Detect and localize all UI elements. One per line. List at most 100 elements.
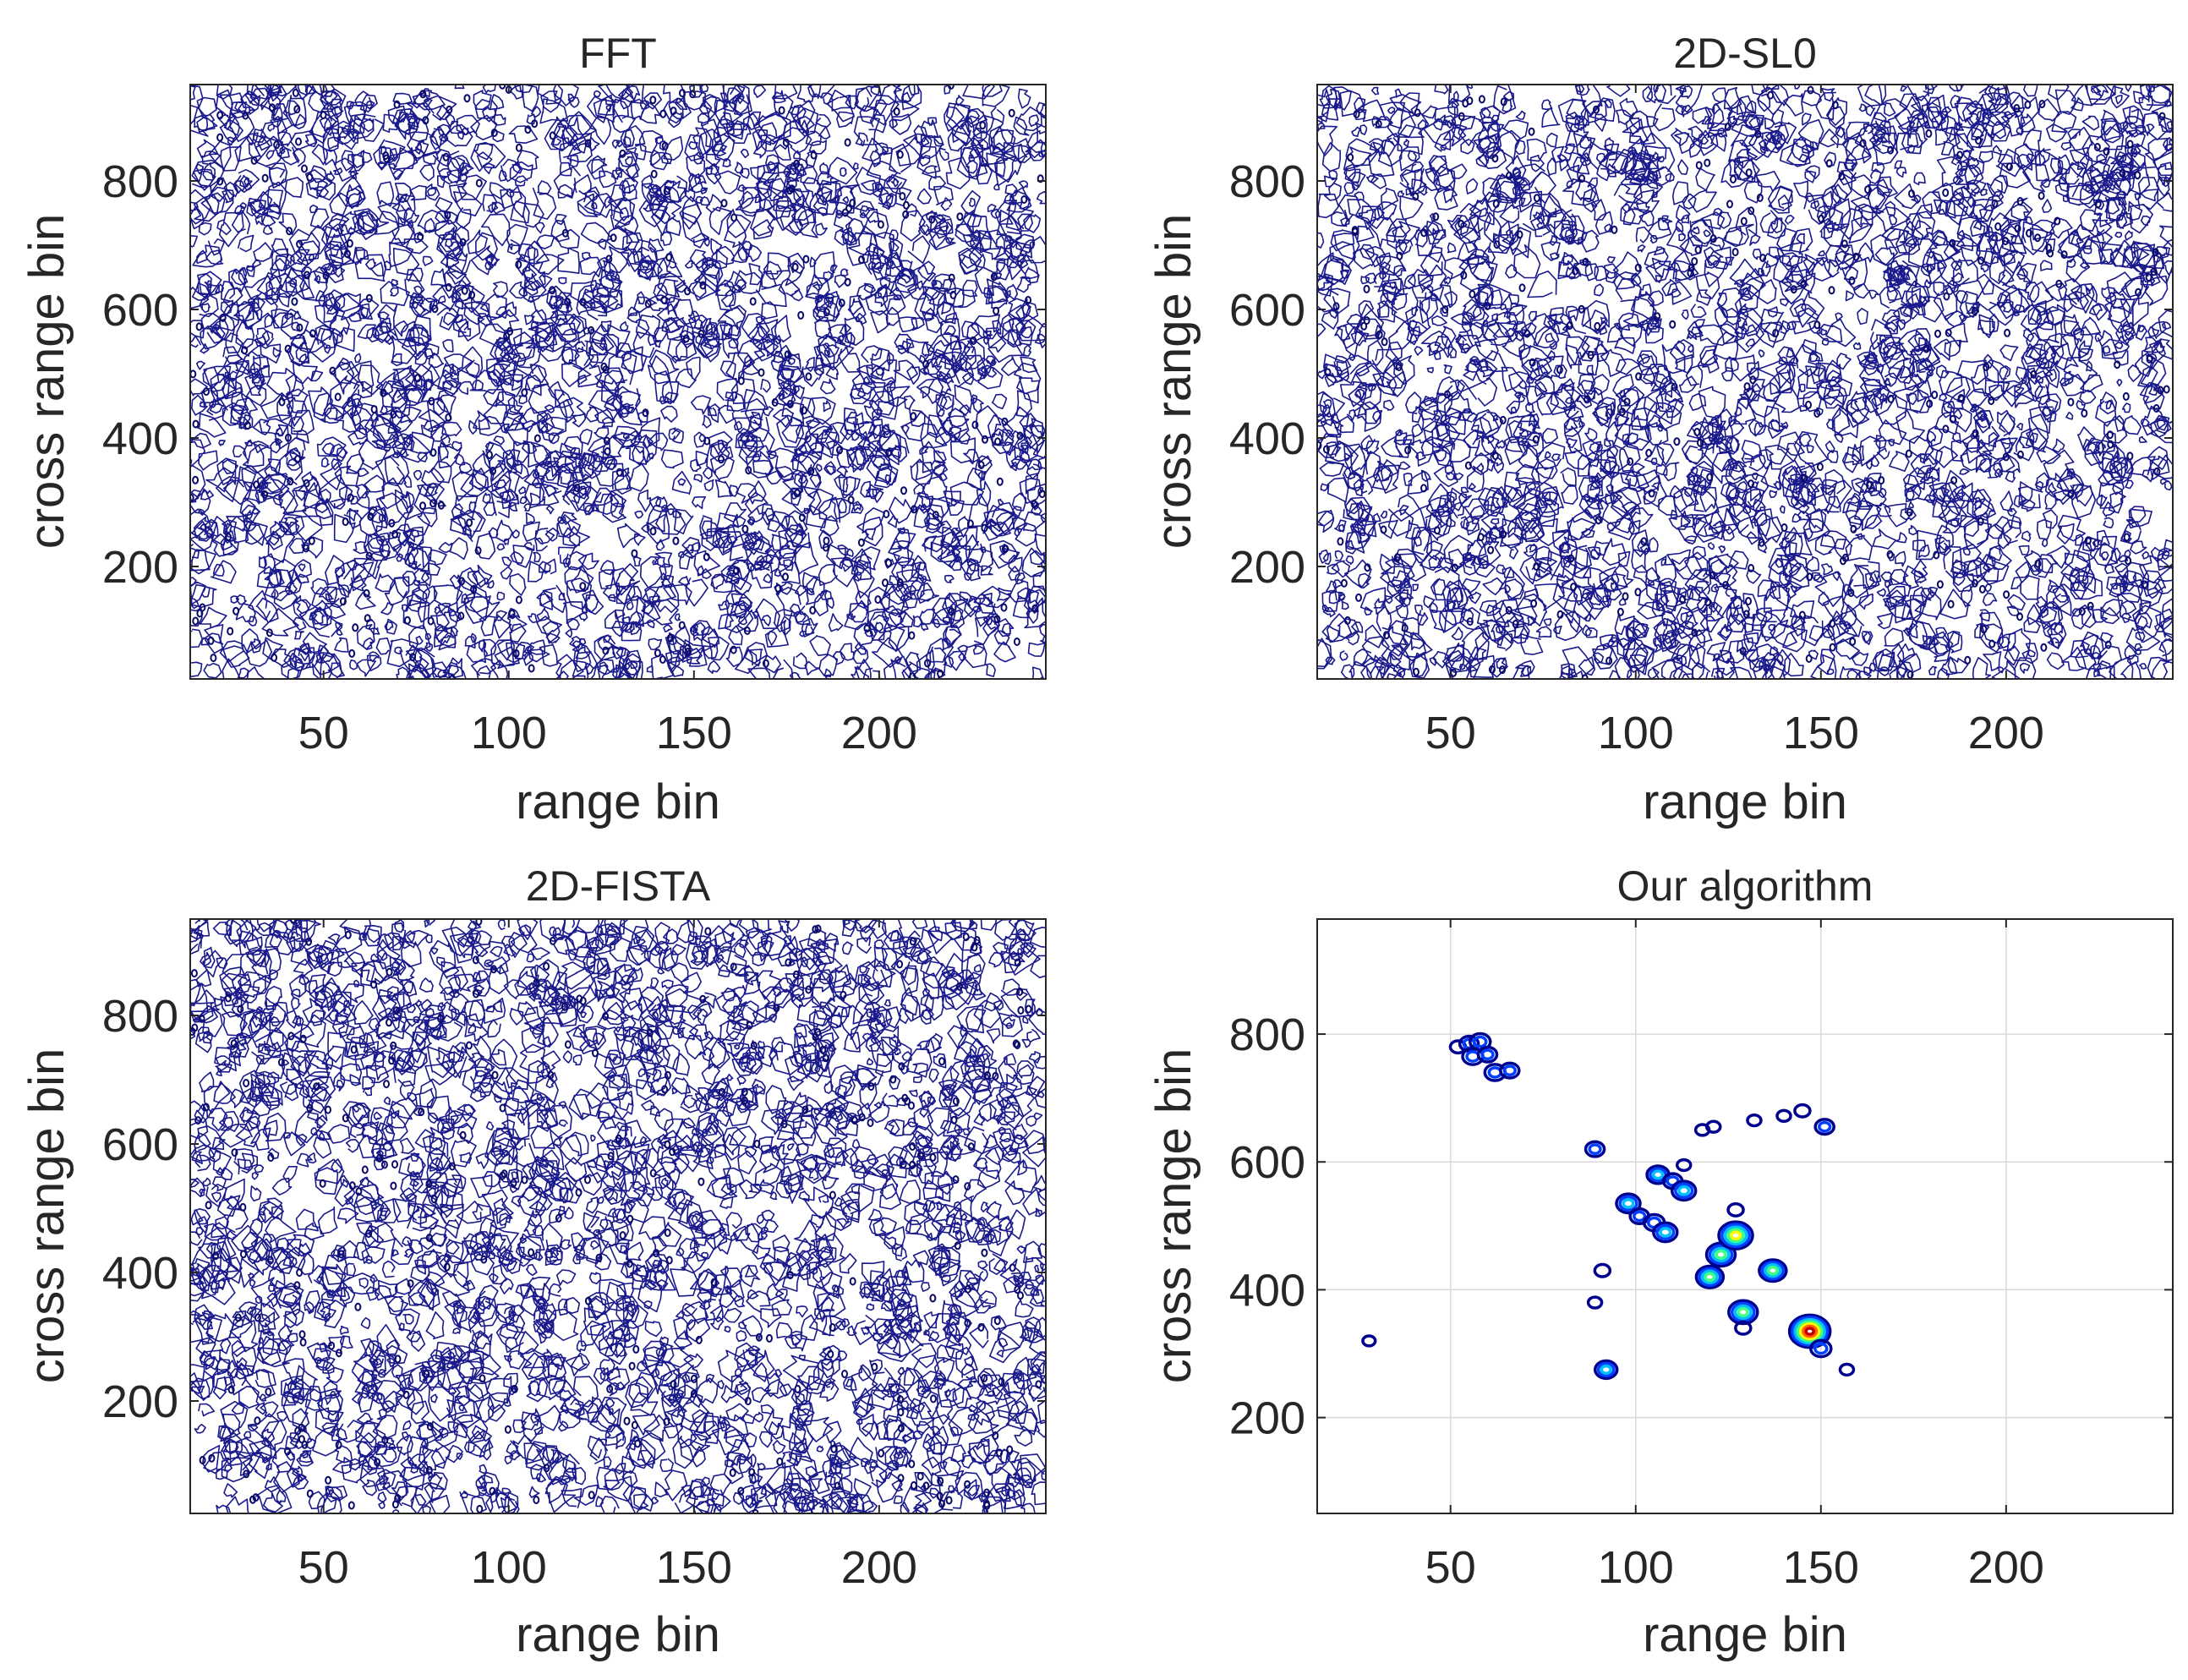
scatterer	[1734, 1320, 1753, 1336]
contour-level	[1480, 1048, 1495, 1061]
contour-level	[1622, 1198, 1635, 1209]
contour-level	[1711, 1246, 1731, 1263]
axes-box	[1316, 84, 2174, 680]
contour-level	[1708, 1244, 1734, 1266]
ticks: 50 100 150 200 200 400 600 800	[102, 919, 1046, 1593]
y-axis-label: cross range bin	[1146, 214, 1201, 550]
contour-level	[1615, 1192, 1642, 1215]
x-tick-label: 100	[1598, 708, 1674, 758]
y-tick-label: 200	[102, 542, 178, 593]
grid-lines	[1317, 919, 2173, 1513]
contour-lines	[190, 85, 1046, 679]
contour-level	[1793, 1103, 1812, 1119]
contour-level	[1737, 1306, 1749, 1317]
y-tick-label: 600	[1229, 1137, 1305, 1188]
noise-contour-path	[190, 919, 1046, 1513]
y-tick-label: 400	[1229, 1265, 1305, 1316]
subplot-2d-sl0: 50 100 150 200 200 400 600 800 2D-SL0 range bin…	[1146, 30, 2174, 829]
contour-level	[1593, 1359, 1619, 1381]
contour-level	[1793, 1317, 1826, 1345]
scatterer	[1727, 1299, 1759, 1326]
contour-level	[1804, 1327, 1815, 1336]
ticks: 50 100 150 200 200 400 600 800	[1229, 85, 2173, 758]
scatterer	[1584, 1140, 1606, 1158]
subplot-fft: 50 100 150 200 200 400 600 800 FFT range bin cr…	[19, 30, 1047, 829]
contour-level	[1796, 1320, 1824, 1343]
y-tick-label: 600	[102, 285, 178, 336]
scatterer	[1809, 1338, 1833, 1359]
contour-level	[1600, 1364, 1612, 1375]
x-tick-label: 50	[298, 708, 349, 758]
x-tick-label: 150	[1783, 708, 1859, 758]
plot-title: FFT	[579, 30, 657, 77]
ticks: 50 100 150 200 200 400 600 800	[102, 85, 1046, 758]
y-tick-label: 200	[1229, 1393, 1305, 1444]
contour-level	[1813, 1118, 1835, 1136]
y-tick-label: 400	[102, 1248, 178, 1299]
scatterer	[1726, 1201, 1745, 1218]
ticks: 50 100 150 200 200 400 600 800	[1229, 919, 2173, 1593]
plot-title: 2D-SL0	[1673, 30, 1817, 77]
x-tick-label: 100	[471, 708, 547, 758]
scatterer-contours	[1361, 1032, 1856, 1381]
contour-level	[1746, 1113, 1763, 1128]
subplot-our-algorithm: 50 100 150 200 200 400 600 800 Our algorithm ra…	[1146, 862, 2174, 1662]
contour-level	[1734, 1320, 1753, 1336]
x-tick-label: 50	[1425, 1542, 1476, 1593]
contour-lines	[1317, 85, 2173, 679]
plot-title: Our algorithm	[1617, 862, 1873, 910]
contour-level	[1802, 1324, 1819, 1338]
scatterer	[1586, 1295, 1604, 1310]
contour-level	[1677, 1185, 1691, 1196]
scatterer	[1705, 1119, 1722, 1134]
contour-level	[1675, 1157, 1693, 1173]
contour-level	[1704, 1272, 1716, 1283]
x-axis-label: range bin	[1643, 1607, 1847, 1662]
contour-level	[1361, 1334, 1377, 1348]
contour-level	[1698, 1267, 1722, 1287]
x-tick-label: 50	[1425, 708, 1476, 758]
contour-level	[1818, 1120, 1832, 1133]
y-tick-label: 400	[1229, 413, 1305, 464]
contour-level	[1502, 1064, 1517, 1077]
contour-level	[1760, 1261, 1786, 1281]
contour-level	[1809, 1338, 1833, 1359]
scatterer	[1813, 1118, 1835, 1136]
scatterer	[1499, 1061, 1521, 1080]
contour-level	[1651, 1169, 1665, 1180]
noise-contour-cluster	[190, 85, 1046, 679]
scatterer	[1675, 1157, 1693, 1173]
scatterer	[1746, 1113, 1763, 1128]
contour-level	[1694, 1264, 1726, 1289]
contour-level	[1705, 1119, 1722, 1134]
contour-level	[1791, 1316, 1830, 1347]
scatterer	[1652, 1221, 1679, 1244]
axes-box	[1316, 918, 2174, 1514]
x-tick-label: 100	[1598, 1542, 1674, 1593]
axes-box	[189, 84, 1047, 680]
x-tick-label: 150	[656, 1542, 732, 1593]
contour-level	[1655, 1223, 1676, 1241]
subplot-2d-fista: 50 100 150 200 200 400 600 800 2D-FISTA range b…	[19, 862, 1047, 1662]
contour-level	[1726, 1228, 1745, 1244]
contour-level	[1723, 1225, 1748, 1246]
contour-level	[1499, 1061, 1521, 1080]
y-axis-label: cross range bin	[19, 1048, 74, 1384]
contour-level	[1775, 1108, 1792, 1123]
scatterer	[1670, 1179, 1698, 1202]
y-axis-label: cross range bin	[19, 214, 74, 550]
contour-level	[1476, 1045, 1499, 1064]
scatterer	[1361, 1334, 1377, 1348]
scatterer	[1717, 1220, 1754, 1250]
noise-contour-path	[190, 85, 1046, 679]
x-tick-label: 50	[298, 1542, 349, 1593]
contour-level	[1618, 1195, 1638, 1212]
x-tick-label: 200	[841, 708, 917, 758]
y-tick-label: 200	[102, 1376, 178, 1427]
contour-level	[1674, 1182, 1694, 1199]
contour-level	[1659, 1227, 1672, 1238]
scatterer	[1838, 1362, 1856, 1377]
contour-level	[1767, 1265, 1779, 1276]
contour-level	[1700, 1269, 1719, 1285]
y-tick-label: 800	[1229, 1010, 1305, 1060]
